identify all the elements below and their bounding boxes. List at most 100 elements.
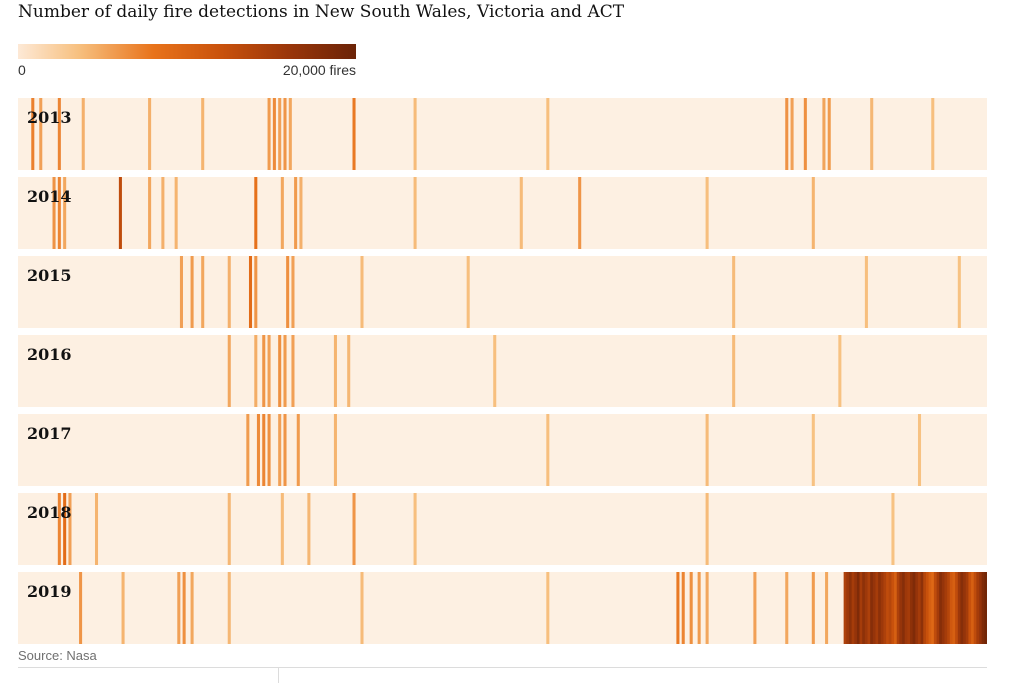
heatmap-cells-2018 (57, 493, 895, 565)
heatmap-cell (963, 572, 967, 644)
heatmap-cell (177, 572, 181, 644)
heatmap-cell (267, 98, 271, 170)
heatmap-cell (413, 177, 417, 249)
heatmap-cell (960, 572, 964, 644)
heatmap-cell (917, 414, 922, 486)
heatmap-cell (291, 256, 295, 328)
heatmap-cell (957, 572, 961, 644)
year-label-2017: 2017 (27, 424, 72, 443)
heatmap-cell (785, 572, 789, 644)
heatmap-cell (925, 572, 929, 644)
heatmap-cell (148, 177, 152, 249)
heatmap-cell (705, 572, 709, 644)
heatmap-cell (519, 177, 523, 249)
heatmap-row-2018: 2018 (18, 493, 987, 565)
heatmap-cell (923, 572, 927, 644)
heatmap-cell (838, 335, 842, 407)
heatmap-cell (190, 256, 194, 328)
heatmap-cell (955, 572, 959, 644)
heatmap-cell (790, 98, 794, 170)
heatmap-cell (360, 256, 364, 328)
heatmap-cell (68, 493, 72, 565)
heatmap-cell (262, 414, 266, 486)
heatmap-cell (888, 572, 892, 644)
heatmap-cell (201, 256, 205, 328)
heatmap-cell (891, 493, 895, 565)
heatmap-cell (811, 572, 815, 644)
heatmap-cell (256, 414, 260, 486)
heatmap-cell (851, 572, 855, 644)
heatmap-cell (246, 414, 250, 486)
heatmap-cell (899, 572, 903, 644)
heatmap-cell (856, 572, 860, 644)
heatmap-cell (278, 335, 282, 407)
heatmap-cell (254, 335, 258, 407)
heatmap-cell (466, 256, 470, 328)
heatmap-cell (907, 572, 911, 644)
heatmap-cell (254, 256, 258, 328)
heatmap-cell (413, 98, 417, 170)
heatmap-cell (57, 98, 61, 170)
heatmap-cell (981, 572, 985, 644)
heatmap-cell (785, 98, 789, 170)
heatmap-cell (182, 572, 186, 644)
heatmap-cell (227, 493, 231, 565)
heatmap-cells-2016 (227, 335, 842, 407)
heatmap-cell (283, 335, 287, 407)
heatmap-cell (31, 98, 35, 170)
heatmap-cell (854, 572, 858, 644)
heatmap-cell (846, 572, 850, 644)
heatmap-cell (864, 256, 868, 328)
year-label-2018: 2018 (27, 503, 72, 522)
heatmap-cell (859, 572, 863, 644)
heatmap-cell (278, 414, 282, 486)
heatmap-cell (299, 177, 303, 249)
heatmap-cell (79, 572, 83, 644)
heatmap-cell (63, 177, 67, 249)
heatmap-cell (201, 98, 205, 170)
legend-max-label: 20,000 fires (282, 62, 356, 78)
heatmap-cell (827, 98, 831, 170)
heatmap-cell (493, 335, 497, 407)
heatmap-cell (578, 177, 582, 249)
heatmap-cell (248, 256, 253, 328)
heatmap-cell (280, 177, 284, 249)
heatmap-cell (915, 572, 919, 644)
heatmap-cell (227, 256, 231, 328)
year-label-2013: 2013 (27, 108, 72, 127)
heatmap-cell (681, 572, 685, 644)
heatmap-cell (811, 177, 815, 249)
heatmap-cells-2014 (52, 177, 815, 249)
heatmap-cell (267, 414, 271, 486)
heatmap-cell (360, 572, 364, 644)
heatmap-cell (753, 572, 757, 644)
heatmap-cell (286, 256, 290, 328)
heatmap-cell (949, 572, 953, 644)
heatmap-cell (352, 98, 356, 170)
heatmap-cell (931, 572, 935, 644)
heatmap-cell (811, 414, 815, 486)
heatmap-cell (904, 572, 908, 644)
heatmap-cell (870, 98, 874, 170)
source-note: Source: Nasa (18, 648, 97, 663)
heatmap-row-2019: 2019 (18, 572, 987, 644)
heatmap-row-2017: 2017 (18, 414, 987, 486)
heatmap-cell (880, 572, 884, 644)
chart-title: Number of daily fire detections in New S… (18, 2, 625, 22)
heatmap-cell (732, 256, 736, 328)
heatmap-cell (705, 177, 709, 249)
footer-divider (18, 667, 987, 668)
legend-min-label: 0 (18, 62, 26, 78)
heatmap-cell (910, 572, 914, 644)
heatmap-cell (941, 572, 945, 644)
heatmap-cell (862, 572, 866, 644)
heatmap-cell (705, 493, 709, 565)
heatmap-cell (971, 572, 975, 644)
heatmap-cell (825, 572, 829, 644)
heatmap-cell (280, 493, 284, 565)
heatmap-cells-2017 (246, 414, 922, 486)
heatmap-cell (121, 572, 125, 644)
heatmap-cell (947, 572, 951, 644)
heatmap-cell (891, 572, 895, 644)
heatmap-cell (546, 98, 550, 170)
